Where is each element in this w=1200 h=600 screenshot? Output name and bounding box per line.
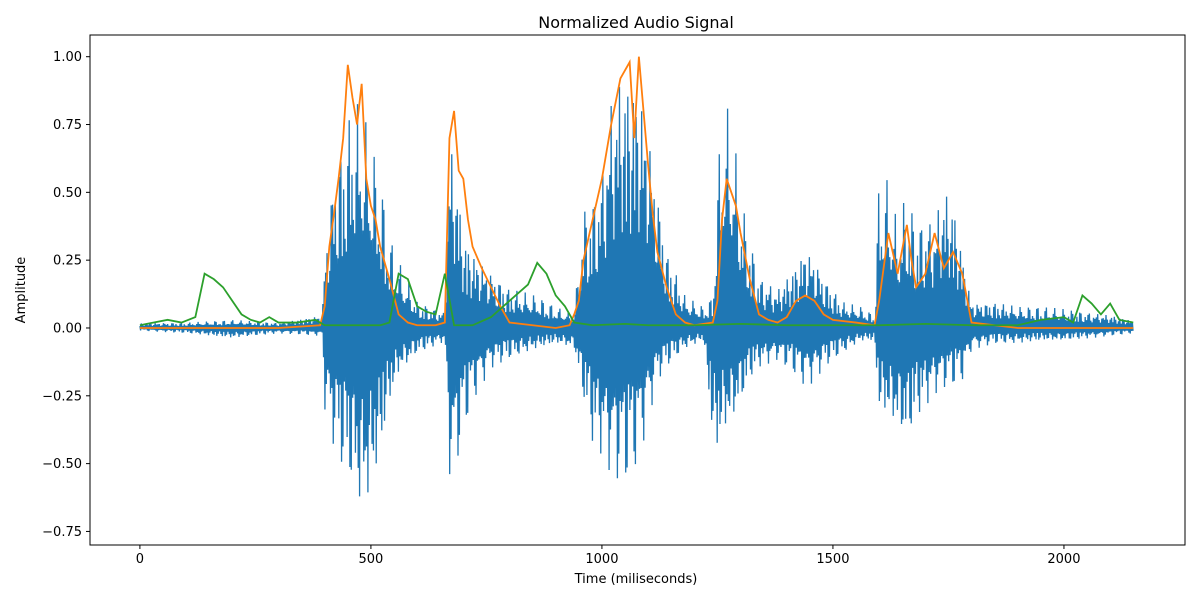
x-tick-label: 500 bbox=[358, 552, 383, 567]
x-tick-label: 1500 bbox=[816, 552, 849, 567]
y-tick-label: −0.25 bbox=[42, 389, 82, 404]
plot-frame bbox=[89, 34, 1186, 546]
plot-area bbox=[139, 56, 1134, 497]
x-tick-label: 2000 bbox=[1047, 552, 1080, 567]
x-tick-label: 1000 bbox=[585, 552, 618, 567]
chart-title: Normalized Audio Signal bbox=[538, 13, 734, 32]
y-tick-label: 0.50 bbox=[53, 186, 82, 201]
y-tick-label: −0.50 bbox=[42, 457, 82, 472]
x-tick-label: 0 bbox=[136, 552, 144, 567]
series-1-line bbox=[139, 56, 1134, 329]
y-tick-label: 0.75 bbox=[53, 118, 82, 133]
y-tick-label: −0.75 bbox=[42, 525, 82, 540]
axes: 0 500 1000 1500 2000 −0.75 −0.50 −0.25 0.00 0.25 0… bbox=[42, 34, 1186, 567]
y-tick-label: 1.00 bbox=[53, 50, 82, 65]
x-axis-label: Time (miliseconds) bbox=[574, 572, 698, 587]
y-tick-label: 0.00 bbox=[53, 321, 82, 336]
y-tick-label: 0.25 bbox=[53, 254, 82, 269]
series-0-waveform bbox=[139, 86, 1134, 497]
series-2-line bbox=[139, 261, 1134, 327]
y-axis-label: Amplitude bbox=[14, 257, 29, 324]
